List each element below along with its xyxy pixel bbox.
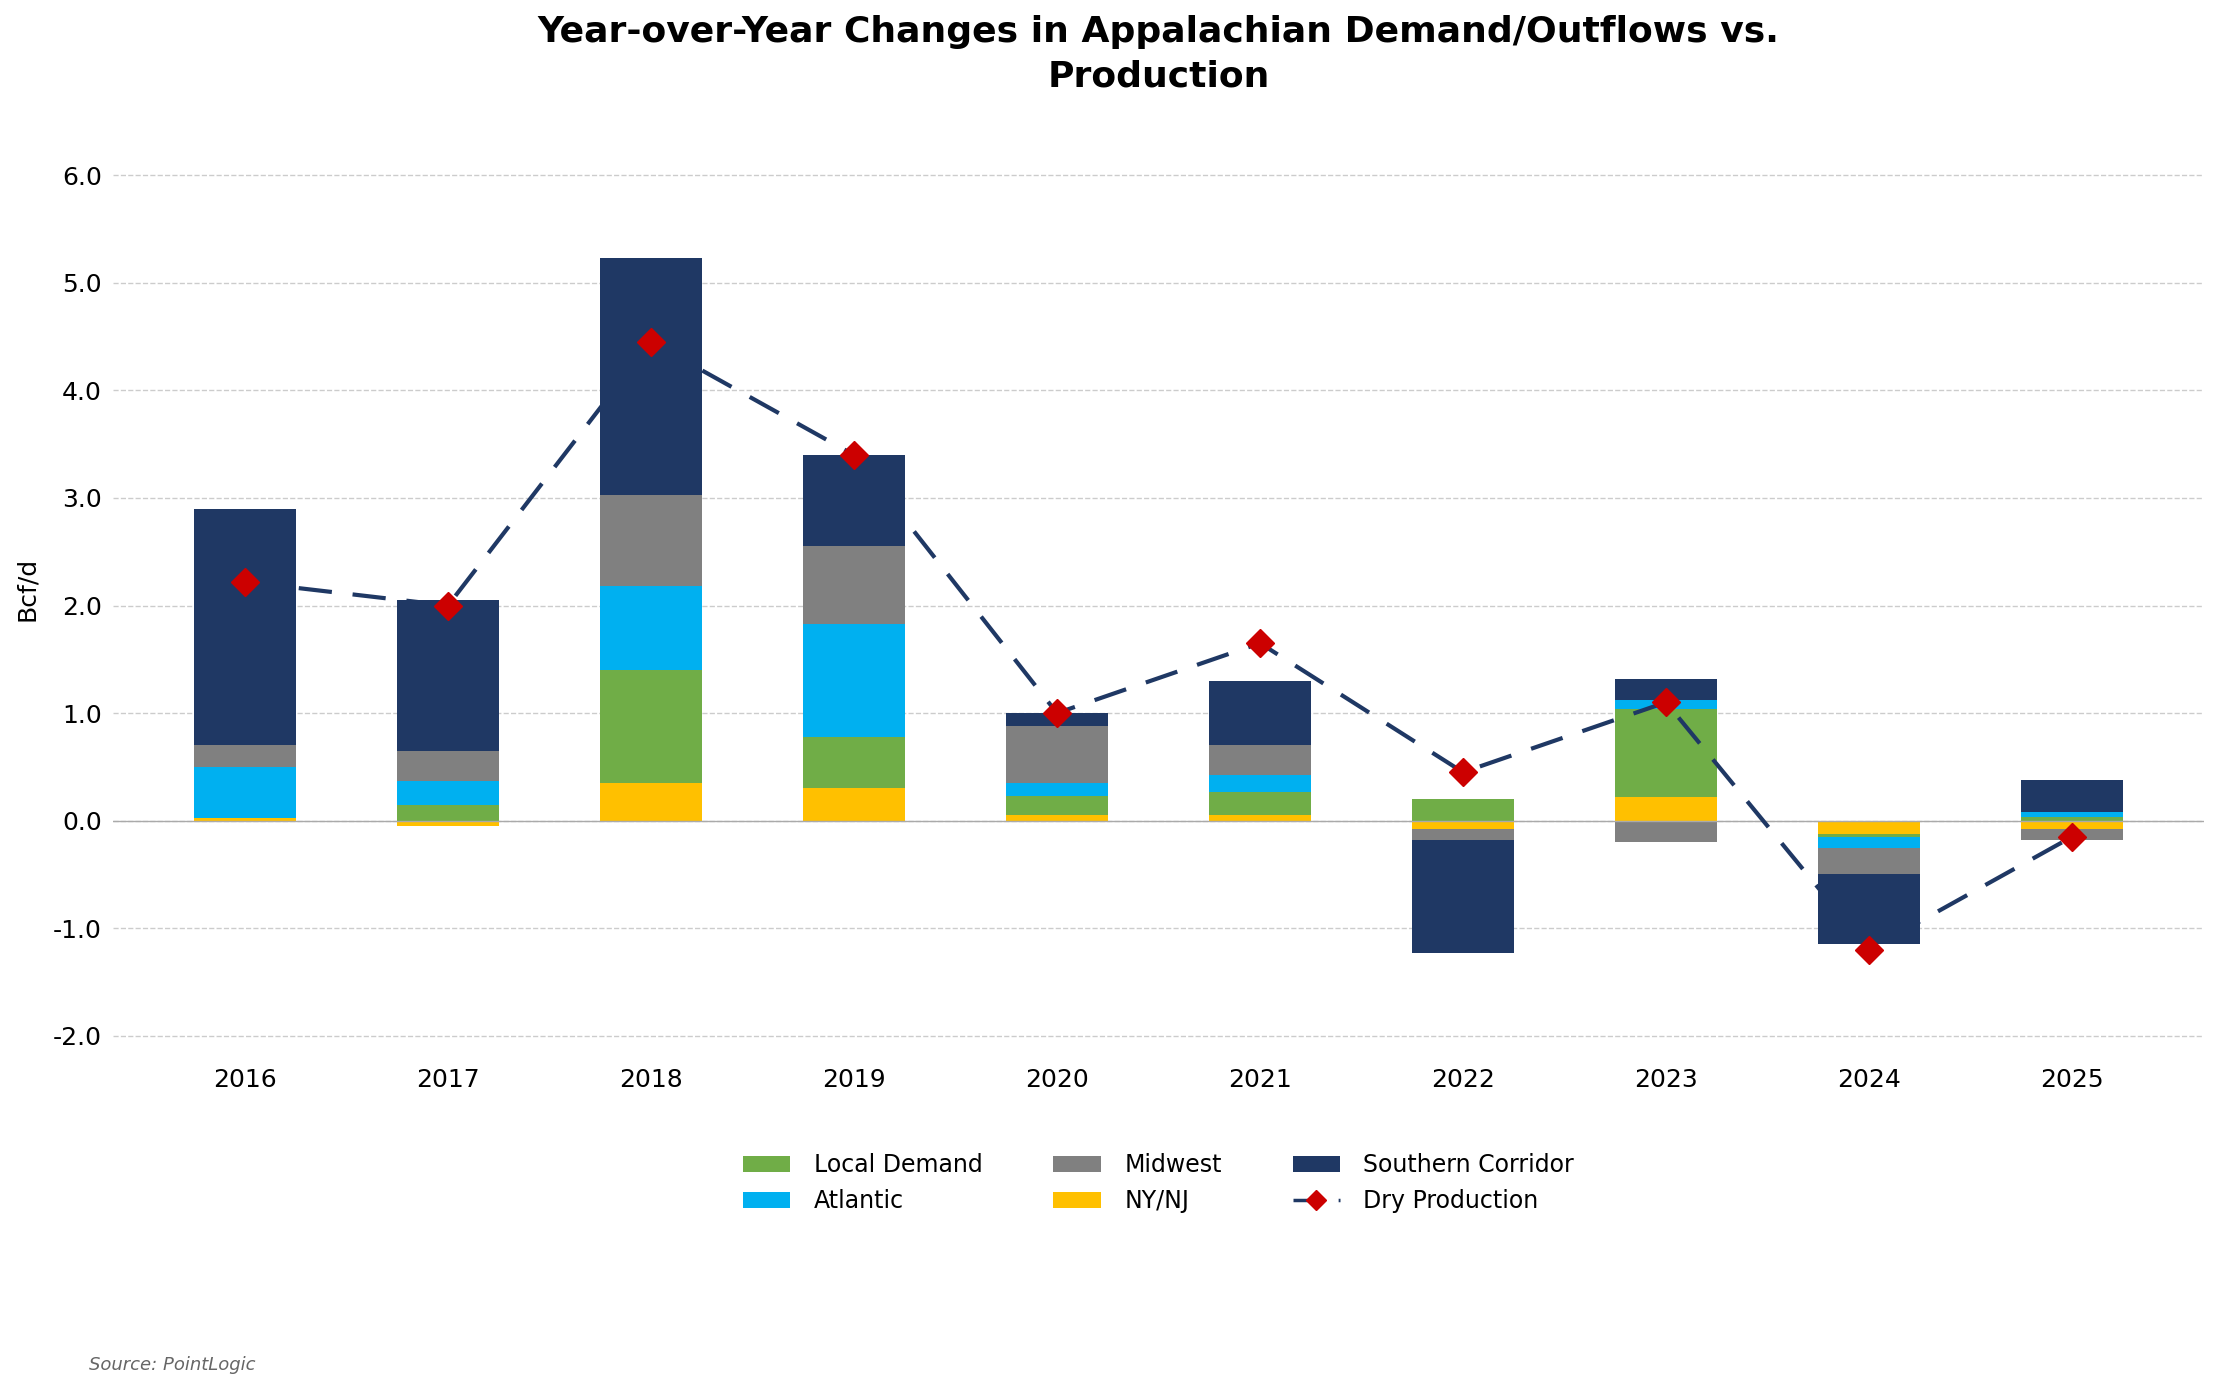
Bar xyxy=(397,804,499,821)
Bar xyxy=(1209,775,1311,792)
Bar xyxy=(599,587,701,671)
Bar xyxy=(803,789,905,821)
Bar xyxy=(1817,833,1919,837)
Bar xyxy=(803,454,905,547)
Bar xyxy=(397,750,499,781)
Bar xyxy=(1005,784,1107,796)
Bar xyxy=(1615,821,1718,843)
Bar xyxy=(397,600,499,750)
Bar xyxy=(1615,797,1718,821)
Bar xyxy=(599,671,701,784)
Bar xyxy=(1411,829,1513,840)
Bar xyxy=(599,784,701,821)
Bar xyxy=(1209,745,1311,775)
Bar xyxy=(195,508,295,745)
Bar xyxy=(1005,815,1107,821)
Bar xyxy=(1209,792,1311,815)
Bar xyxy=(195,745,295,767)
Legend: Local Demand, Atlantic, Midwest, NY/NJ, Southern Corridor, Dry Production: Local Demand, Atlantic, Midwest, NY/NJ, … xyxy=(743,1154,1573,1213)
Bar xyxy=(1817,847,1919,874)
Bar xyxy=(803,737,905,789)
Bar xyxy=(803,624,905,737)
Bar xyxy=(1615,679,1718,700)
Bar xyxy=(1209,815,1311,821)
Bar xyxy=(1411,799,1513,821)
Bar xyxy=(599,257,701,494)
Bar xyxy=(2022,812,2124,818)
Bar xyxy=(2022,829,2124,840)
Bar xyxy=(2022,779,2124,812)
Y-axis label: Bcf/d: Bcf/d xyxy=(16,558,40,621)
Bar xyxy=(803,547,905,624)
Bar xyxy=(397,821,499,826)
Bar xyxy=(1005,796,1107,815)
Bar xyxy=(1817,821,1919,833)
Bar xyxy=(1209,680,1311,745)
Bar xyxy=(1005,726,1107,784)
Bar xyxy=(2022,821,2124,829)
Bar xyxy=(1615,700,1718,709)
Title: Year-over-Year Changes in Appalachian Demand/Outflows vs.
Production: Year-over-Year Changes in Appalachian De… xyxy=(537,15,1780,94)
Bar xyxy=(1817,837,1919,847)
Bar xyxy=(599,494,701,587)
Bar xyxy=(1817,874,1919,945)
Bar xyxy=(1411,821,1513,829)
Bar xyxy=(195,767,295,818)
Bar xyxy=(1615,709,1718,797)
Bar xyxy=(1005,713,1107,726)
Text: Source: PointLogic: Source: PointLogic xyxy=(89,1356,255,1374)
Bar xyxy=(195,818,295,821)
Bar xyxy=(2022,818,2124,821)
Bar xyxy=(397,781,499,804)
Bar xyxy=(1411,840,1513,953)
